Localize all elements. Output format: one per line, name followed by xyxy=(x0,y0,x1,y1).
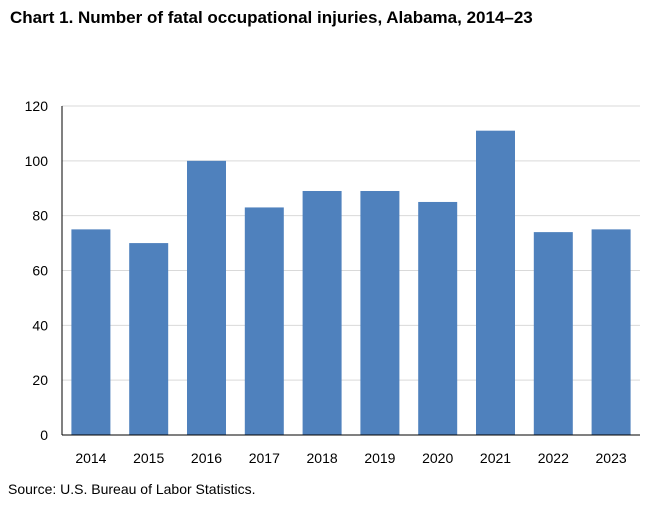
x-tick-label: 2023 xyxy=(596,450,627,466)
y-tick-label: 100 xyxy=(25,153,49,169)
bar-2018 xyxy=(302,190,342,435)
bar-2015 xyxy=(129,243,169,435)
y-tick-label: 120 xyxy=(25,98,49,114)
x-tick-label: 2015 xyxy=(133,450,164,466)
x-tick-label: 2020 xyxy=(422,450,453,466)
x-tick-label: 2021 xyxy=(480,450,511,466)
y-tick-label: 40 xyxy=(32,317,48,333)
bar-2023 xyxy=(591,229,631,435)
bar-2021 xyxy=(476,130,515,436)
x-tick-label: 2019 xyxy=(364,450,395,466)
y-tick-label: 0 xyxy=(40,427,48,443)
bar-2020 xyxy=(418,201,458,435)
chart-title: Chart 1. Number of fatal occupational in… xyxy=(10,8,533,27)
x-tick-label: 2017 xyxy=(249,450,280,466)
x-tick-label: 2016 xyxy=(191,450,222,466)
x-tick-label: 2014 xyxy=(75,450,106,466)
bar-2014 xyxy=(71,229,111,435)
x-tick-labels: 2014 2015 2016 2017 2018 2019 2020 2021 2022 2023 xyxy=(75,450,627,466)
bar-chart: 0 20 40 60 80 100 120 2014 2015 2016 2017 2018 2019… xyxy=(25,98,640,466)
source-note: Source: U.S. Bureau of Labor Statistics. xyxy=(8,481,256,497)
bar-2017 xyxy=(244,207,284,435)
x-tick-label: 2018 xyxy=(307,450,338,466)
bar-2019 xyxy=(360,190,400,435)
x-tick-label: 2022 xyxy=(538,450,569,466)
y-tick-label: 80 xyxy=(32,208,48,224)
bar-2022 xyxy=(533,232,573,435)
bars xyxy=(71,130,631,436)
y-tick-label: 20 xyxy=(32,372,48,388)
y-tick-labels: 0 20 40 60 80 100 120 xyxy=(25,98,49,443)
y-tick-label: 60 xyxy=(32,263,48,279)
axes xyxy=(61,106,640,436)
bar-2016 xyxy=(187,160,226,436)
